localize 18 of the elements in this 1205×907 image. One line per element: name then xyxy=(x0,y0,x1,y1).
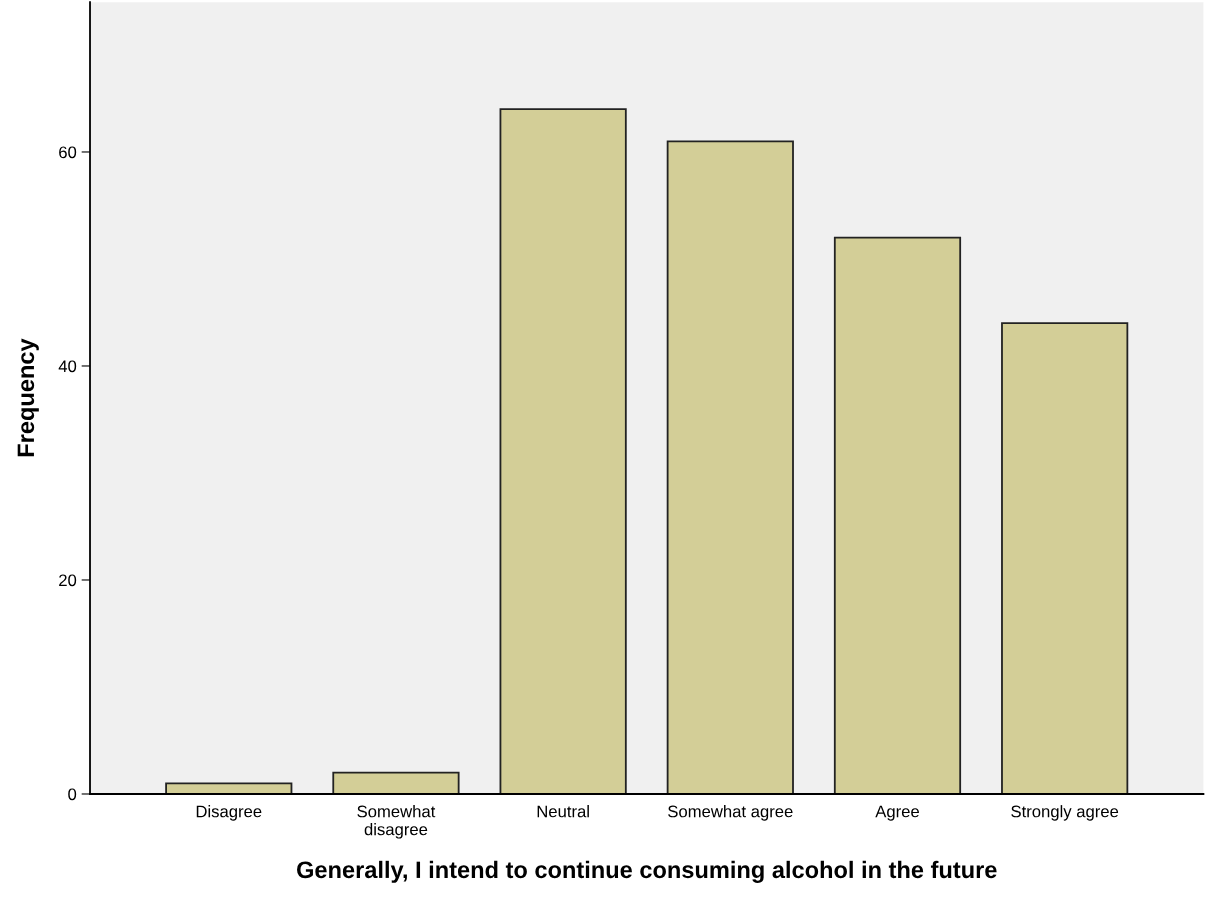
x-tick-label: Strongly agree xyxy=(1011,805,1119,821)
x-tick-label: Disagree xyxy=(196,805,262,821)
y-axis-title: Frequency xyxy=(17,338,39,457)
x-tick-label: Somewhat agree xyxy=(668,805,793,821)
y-tick-label: 40 xyxy=(58,360,77,373)
y-tick-label: 20 xyxy=(59,574,77,587)
x-tick-label: Neutral xyxy=(537,805,589,818)
y-tick-label: 60 xyxy=(59,146,77,159)
bar xyxy=(499,108,627,794)
bar xyxy=(666,140,794,794)
x-axis-title: Generally, I intend to continue consuming alcohol in the future xyxy=(297,860,997,883)
bar xyxy=(833,236,962,794)
bar xyxy=(332,771,460,794)
bar xyxy=(1001,322,1129,794)
x-tick-label: Agree xyxy=(875,805,919,821)
bar xyxy=(165,782,293,794)
x-tick-label: Somewhat disagree xyxy=(357,805,436,839)
y-tick-label: 0 xyxy=(68,788,77,801)
